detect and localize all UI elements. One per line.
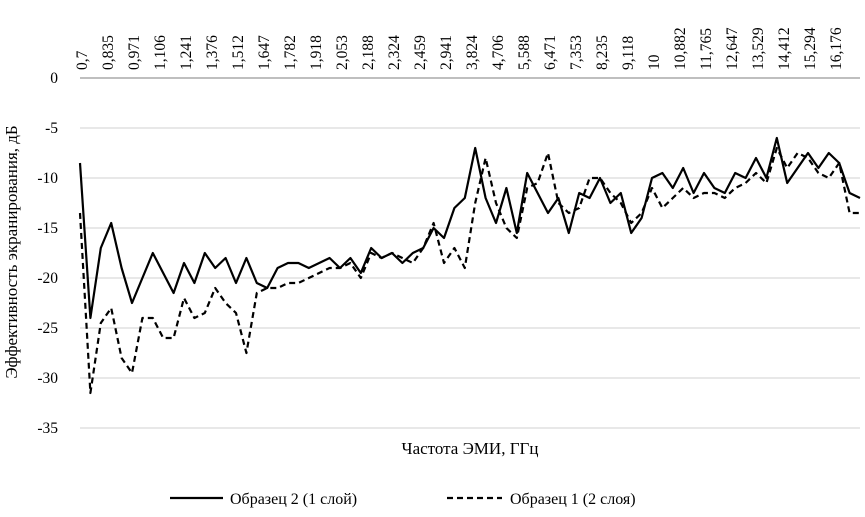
data-series — [78, 136, 861, 395]
x-tick-label: 1,647 — [256, 35, 273, 70]
x-tick-label: 6,471 — [542, 35, 559, 70]
x-tick-label: 11,765 — [698, 28, 715, 70]
x-tick-label: 1,782 — [282, 35, 299, 70]
x-tick-label: 16,176 — [828, 27, 845, 70]
x-tick-label: 13,529 — [750, 27, 767, 70]
x-axis-title: Частота ЭМИ, ГГц — [402, 439, 539, 458]
x-tick-label: 8,235 — [594, 35, 611, 70]
x-tick-label: 1,241 — [178, 35, 195, 70]
x-tick-label: 14,412 — [776, 27, 793, 70]
x-tick-label: 2,941 — [438, 35, 455, 70]
x-tick-label: 10 — [646, 54, 663, 70]
x-tick-label: 10,882 — [672, 27, 689, 70]
y-tick-label: -10 — [37, 170, 58, 187]
x-tick-label: 5,588 — [516, 35, 533, 70]
x-axis-tick-labels: 0,7 0,835 0,971 1,106 1,241 1,376 1,512 1,647 1,… — [74, 27, 845, 70]
x-tick-label: 9,118 — [620, 35, 637, 70]
x-tick-label: 2,459 — [412, 35, 429, 70]
y-tick-label: -20 — [37, 270, 58, 287]
series-line-1 — [78, 136, 861, 320]
x-tick-label: 0,7 — [74, 50, 91, 70]
x-tick-label: 4,706 — [490, 35, 507, 70]
x-tick-label: 1,512 — [230, 35, 247, 70]
x-tick-label: 7,353 — [568, 35, 585, 70]
series-line-2 — [78, 146, 860, 395]
y-axis-tick-labels: 0 -5 -10 -15 -20 -25 -30 -35 — [37, 70, 58, 437]
x-tick-label: 1,376 — [204, 35, 221, 70]
x-tick-label: 12,647 — [724, 27, 741, 70]
y-tick-label: -5 — [45, 120, 58, 137]
y-tick-label: -35 — [37, 420, 58, 437]
legend-label-series-1: Образец 2 (1 слой) — [230, 491, 357, 508]
x-tick-label: 1,918 — [308, 35, 325, 70]
legend-label-series-2: Образец 1 (2 слоя) — [510, 491, 636, 508]
y-tick-label: -30 — [37, 370, 58, 387]
x-tick-label: 2,188 — [360, 35, 377, 70]
legend: Образец 2 (1 слой) Образец 1 (2 слоя) — [170, 491, 636, 508]
x-tick-label: 0,835 — [100, 35, 117, 70]
x-tick-label: 0,971 — [126, 35, 143, 70]
grid-lines — [80, 77, 860, 429]
x-tick-label: 15,294 — [802, 27, 819, 70]
y-tick-label: -15 — [37, 220, 58, 237]
y-tick-label: -25 — [37, 320, 58, 337]
x-tick-label: 2,324 — [386, 35, 403, 70]
x-tick-label: 2,053 — [334, 35, 351, 70]
y-axis-title: Эффективность экранирования, дБ — [2, 125, 21, 378]
x-tick-label: 1,106 — [152, 35, 169, 70]
x-tick-label: 3,824 — [464, 35, 481, 70]
y-tick-label: 0 — [50, 70, 58, 87]
